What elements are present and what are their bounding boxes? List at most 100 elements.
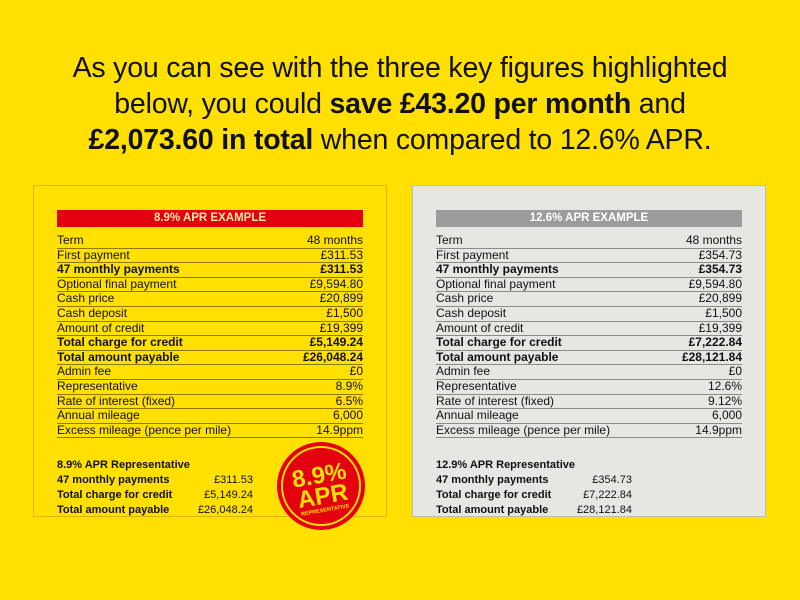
headline-text: and [631,88,686,120]
table-row: Cash price £20,899 [436,292,742,307]
row-label: Amount of credit [436,321,524,335]
summary-line: 47 monthly payments £354.73 [436,473,632,488]
table-row: Annual mileage 6,000 [57,409,363,424]
table-row: 47 monthly payments £311.53 [57,263,363,278]
summary-value: £354.73 [592,474,632,486]
row-label: Excess mileage (pence per mile) [436,423,611,437]
table-row: Admin fee £0 [436,365,742,380]
row-label: Total charge for credit [57,336,183,350]
row-label: Total charge for credit [436,336,562,350]
summary-value: £26,048.24 [197,504,253,516]
row-label: Annual mileage [436,409,519,423]
row-label: Cash price [436,292,494,306]
row-label: Rate of interest (fixed) [436,394,555,408]
row-value: 14.9ppm [695,423,742,437]
table-row: First payment £311.53 [57,249,363,264]
row-value: £19,399 [698,321,742,335]
row-value: £19,399 [319,321,363,335]
row-value: £26,048.24 [302,350,363,364]
table-row: Excess mileage (pence per mile) 14.9ppm [57,424,363,439]
table-row: First payment £354.73 [436,249,742,264]
row-label: Optional final payment [436,277,556,291]
row-value: 48 months [685,234,742,247]
row-label: Cash deposit [436,306,507,320]
table-row: Representative 12.6% [436,380,742,395]
row-value: 48 months [306,234,363,247]
table-row: Amount of credit £19,399 [57,322,363,337]
row-label: Amount of credit [57,321,145,335]
row-label: Excess mileage (pence per mile) [57,423,232,437]
row-label: 47 monthly payments [436,263,559,277]
row-value: £311.53 [320,248,364,262]
row-value: £28,121.84 [681,350,742,364]
summary-line: Total amount payable £26,048.24 [57,503,253,518]
summary-line: Total amount payable £28,121.84 [436,503,632,518]
row-label: Total amount payable [57,350,180,364]
summary-label: 47 monthly payments [436,474,549,486]
table-row: 47 monthly payments £354.73 [436,263,742,278]
headline-highlight-monthly: save £43.20 per month [329,88,632,120]
summary-value: £7,222.84 [583,489,632,501]
row-label: Admin fee [436,365,491,379]
row-label: First payment [57,248,130,262]
row-label: Optional final payment [57,277,177,291]
row-value: £0 [349,365,363,379]
row-value: £9,594.80 [309,277,363,291]
row-value: £20,899 [698,292,742,306]
row-label: Total amount payable [436,350,559,364]
row-value: £311.53 [320,263,363,277]
row-label: Term [436,234,463,247]
panel-8-9-apr: 8.9% APR EXAMPLE Term 48 months First paym… [33,185,387,530]
apr-badge: 8.9% APR REPRESENTATIVE [277,442,365,530]
summary-line: Total charge for credit £5,149.24 [57,488,253,503]
row-label: Cash deposit [57,306,128,320]
table-row: Cash price £20,899 [57,292,363,307]
panel-title: 12.6% APR EXAMPLE [436,210,742,227]
table-row: Total amount payable £26,048.24 [57,351,363,366]
row-value: £7,222.84 [688,336,742,350]
row-label: Term [57,234,84,247]
table-row: Admin fee £0 [57,365,363,380]
table-row: Total charge for credit £5,149.24 [57,336,363,351]
summary-label: Total charge for credit [436,489,552,501]
summary-label: Total charge for credit [57,489,173,501]
summary-title: 12.9% APR Representative [436,459,575,471]
row-value: £20,899 [319,292,363,306]
row-value: 12.6% [707,379,742,393]
table-row: Optional final payment £9,594.80 [57,278,363,293]
table-row: Optional final payment £9,594.80 [436,278,742,293]
headline-text: when compared to 12.6% APR. [313,124,712,156]
summary-label: 47 monthly payments [57,474,170,486]
row-value: £1,500 [705,306,742,320]
panel-title: 8.9% APR EXAMPLE [57,210,363,227]
summary-label: Total amount payable [57,504,170,516]
table-row: Term 48 months [57,234,363,249]
row-value: 6,000 [332,409,363,423]
row-value: £5,149.24 [309,336,363,350]
row-value: 8.9% [335,379,363,393]
row-value: 9.12% [707,394,742,408]
row-value: £1,500 [326,306,363,320]
row-label: First payment [436,248,509,262]
headline: As you can see with the three key figure… [0,50,800,158]
finance-table: Term 48 months First payment £354.73 47 mont… [436,234,742,439]
row-value: £0 [728,365,742,379]
headline-highlight-total: £2,073.60 in total [88,124,314,156]
representative-summary: 8.9% APR Representative 47 monthly paymen… [57,458,253,518]
row-label: Representative [436,379,517,393]
table-row: Cash deposit £1,500 [436,307,742,322]
summary-value: £5,149.24 [204,489,253,501]
row-value: 14.9ppm [316,423,363,437]
representative-summary: 12.9% APR Representative 47 monthly payme… [436,458,632,518]
table-row: Rate of interest (fixed) 9.12% [436,395,742,410]
table-row: Rate of interest (fixed) 6.5% [57,395,363,410]
row-label: Representative [57,379,138,393]
row-label: 47 monthly payments [57,263,180,277]
summary-title: 8.9% APR Representative [57,459,190,471]
summary-value: £311.53 [214,474,253,486]
row-value: £354.73 [698,248,742,262]
table-row: Excess mileage (pence per mile) 14.9ppm [436,424,742,439]
table-row: Cash deposit £1,500 [57,307,363,322]
row-value: 6.5% [335,394,363,408]
row-label: Admin fee [57,365,112,379]
